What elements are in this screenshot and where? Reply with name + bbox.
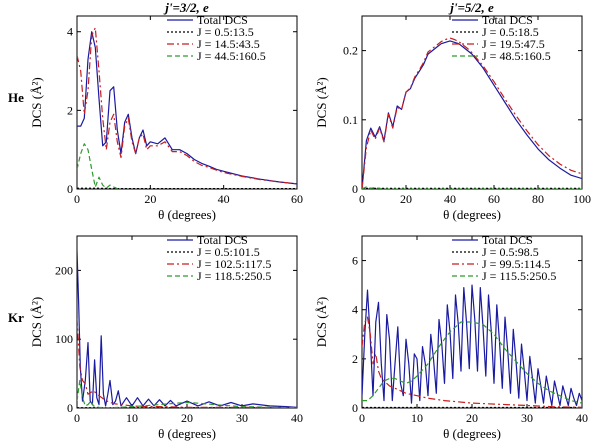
series-line-2 <box>77 318 297 408</box>
x-tick-label: 40 <box>576 411 588 425</box>
y-axis-label: DCS (Å²) <box>29 77 44 127</box>
series-line-0 <box>77 31 297 185</box>
legend-entry: J = 99.5:114.5 <box>482 257 550 271</box>
y-axis-label: DCS (Å²) <box>314 297 329 347</box>
x-tick-label: 30 <box>521 411 533 425</box>
x-axis-label: θ (degrees) <box>158 426 216 441</box>
x-axis-label: θ (degrees) <box>443 207 501 222</box>
series-line-2 <box>362 316 582 408</box>
legend-entry: Total DCS <box>197 13 248 27</box>
legend-entry: Total DCS <box>197 233 248 247</box>
y-tick-label: 0 <box>352 182 358 196</box>
series-group <box>362 37 582 189</box>
x-tick-label: 0 <box>359 411 365 425</box>
legend-entry: J = 19.5:47.5 <box>482 37 545 51</box>
y-tick-label: 0.1 <box>343 113 358 127</box>
x-tick-label: 60 <box>488 192 500 206</box>
legend-entry: J = 44.5:160.5 <box>197 49 266 63</box>
y-tick-label: 0 <box>352 401 358 415</box>
x-tick-label: 0 <box>74 192 80 206</box>
legend-entry: J = 0.5:18.5 <box>482 25 539 39</box>
legend-entry: J = 115.5:250.5 <box>482 269 556 283</box>
series-group <box>77 27 297 189</box>
y-tick-label: 100 <box>55 332 73 346</box>
x-tick-label: 30 <box>236 411 248 425</box>
legend-entry: J = 14.5:43.5 <box>197 37 260 51</box>
y-tick-label: 2 <box>352 352 358 366</box>
y-tick-label: 4 <box>352 303 358 317</box>
y-tick-label: 0.2 <box>343 44 358 58</box>
legend-entry: J = 0.5:13.5 <box>197 25 254 39</box>
x-tick-label: 40 <box>444 192 456 206</box>
x-tick-label: 10 <box>126 411 138 425</box>
series-line-3 <box>77 379 297 408</box>
x-tick-label: 40 <box>218 192 230 206</box>
x-axis-label: θ (degrees) <box>158 207 216 222</box>
chart-panel-3: 0 10 20 30 40 0 2 4 6 θ (degrees) DCS (Å²) Total DC… <box>314 233 588 441</box>
x-tick-label: 40 <box>291 411 303 425</box>
plot-frame <box>361 15 583 190</box>
y-axis-label: DCS (Å²) <box>314 77 329 127</box>
x-tick-label: 0 <box>74 411 80 425</box>
x-tick-label: 20 <box>466 411 478 425</box>
series-group <box>362 284 582 408</box>
y-tick-label: 2 <box>67 103 73 117</box>
chart-panel-1: 0 20 40 60 80 100 0 0.1 0.2 θ (degrees) DCS (Å²) j'… <box>314 0 591 222</box>
x-tick-label: 20 <box>400 192 412 206</box>
y-axis-label: DCS (Å²) <box>29 297 44 347</box>
row-label-kr: Kr <box>8 310 24 325</box>
y-tick-label: 200 <box>55 263 73 277</box>
x-tick-label: 0 <box>359 192 365 206</box>
y-tick-label: 4 <box>67 25 73 39</box>
chart-panel-2: 0 10 20 30 40 0 100 200 θ (degrees) DCS (Å²) Total… <box>29 233 303 441</box>
series-line-3 <box>77 143 122 189</box>
series-line-0 <box>362 284 582 407</box>
legend-entry: J = 102.5:117.5 <box>197 257 271 271</box>
legend-entry: J = 48.5:160.5 <box>482 49 551 63</box>
series-line-2 <box>77 27 297 185</box>
x-tick-label: 80 <box>532 192 544 206</box>
legend-entry: Total DCS <box>482 233 533 247</box>
y-tick-label: 0 <box>67 182 73 196</box>
chart-title: j'=5/2, e <box>448 0 494 15</box>
legend-entry: J = 0.5:98.5 <box>482 245 539 259</box>
x-axis-label: θ (degrees) <box>443 426 501 441</box>
legend-entry: J = 118.5:250.5 <box>197 269 271 283</box>
legend-entry: Total DCS <box>482 13 533 27</box>
x-tick-label: 20 <box>144 192 156 206</box>
y-tick-label: 0 <box>67 401 73 415</box>
series-group <box>77 249 297 408</box>
chart-title: j'=3/2, e <box>163 0 209 15</box>
row-label-he: He <box>8 90 24 105</box>
x-tick-label: 100 <box>573 192 591 206</box>
x-tick-label: 20 <box>181 411 193 425</box>
chart-panel-0: 0 20 40 60 0 2 4 θ (degrees) DCS (Å²) j'=3/2, eTo… <box>29 0 303 222</box>
series-line-2 <box>362 37 582 189</box>
legend-entry: J = 0.5:101.5 <box>197 245 260 259</box>
x-tick-label: 60 <box>291 192 303 206</box>
series-line-3 <box>362 321 582 404</box>
plot-frame <box>76 15 298 190</box>
x-tick-label: 10 <box>411 411 423 425</box>
y-tick-label: 6 <box>352 254 358 268</box>
